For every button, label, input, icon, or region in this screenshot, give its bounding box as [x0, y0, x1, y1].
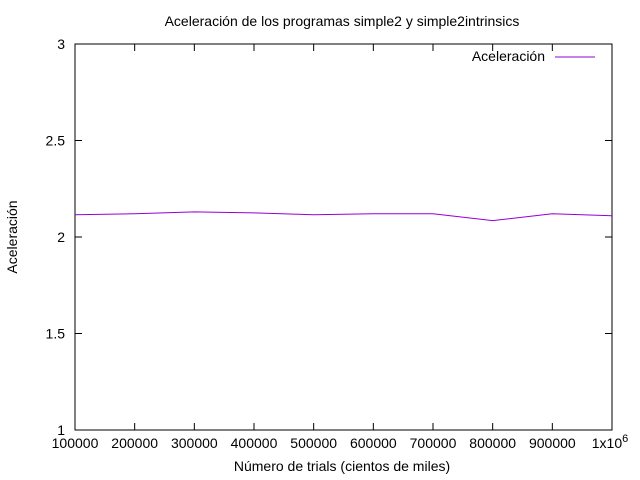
chart-title: Aceleración de los programas simple2 y s…	[165, 13, 520, 29]
x-axis-label: Número de trials (cientos de miles)	[234, 458, 450, 474]
x-tick-label: 400000	[231, 435, 278, 451]
x-tick-label: 500000	[290, 435, 337, 451]
x-tick-label-text: 200000	[111, 435, 158, 451]
x-tick-label: 900000	[529, 435, 576, 451]
legend-label: Aceleración	[472, 48, 545, 64]
y-axis-label: Aceleración	[4, 200, 20, 273]
x-tick-label: 600000	[350, 435, 397, 451]
x-tick-label: 800000	[469, 435, 516, 451]
y-tick-label: 1.5	[46, 326, 66, 342]
x-tick-label-text: 300000	[171, 435, 218, 451]
x-tick-label-text: 900000	[529, 435, 576, 451]
x-tick-label-text: 700000	[410, 435, 457, 451]
x-tick-label-text: 1x10	[592, 435, 623, 451]
x-tick-label-text: 100000	[52, 435, 99, 451]
x-tick-label-text: 400000	[231, 435, 278, 451]
series-line	[74, 211, 613, 222]
x-tick-label-text: 600000	[350, 435, 397, 451]
x-tick-label: 100000	[52, 435, 99, 451]
x-tick-label: 300000	[171, 435, 218, 451]
legend: Aceleración	[472, 48, 595, 64]
x-tick-label-exponent: 6	[622, 433, 628, 445]
x-tick-label: 700000	[410, 435, 457, 451]
y-tick-label: 3	[57, 36, 65, 52]
x-tick-label: 200000	[111, 435, 158, 451]
y-ticks: 1 1.5 2 2.5 3	[46, 36, 612, 438]
x-tick-label-text: 500000	[290, 435, 337, 451]
axes	[74, 43, 613, 431]
x-tick-label: 1x106	[592, 433, 628, 451]
x-ticks: 100000 200000 300000 400000 500000 600000 7000…	[52, 44, 628, 451]
y-tick-label: 1	[57, 422, 65, 438]
plot-frame	[74, 43, 613, 431]
series-group	[74, 211, 613, 222]
x-tick-label-text: 800000	[469, 435, 516, 451]
y-tick-label: 2	[57, 229, 65, 245]
y-tick-label: 2.5	[46, 133, 66, 149]
